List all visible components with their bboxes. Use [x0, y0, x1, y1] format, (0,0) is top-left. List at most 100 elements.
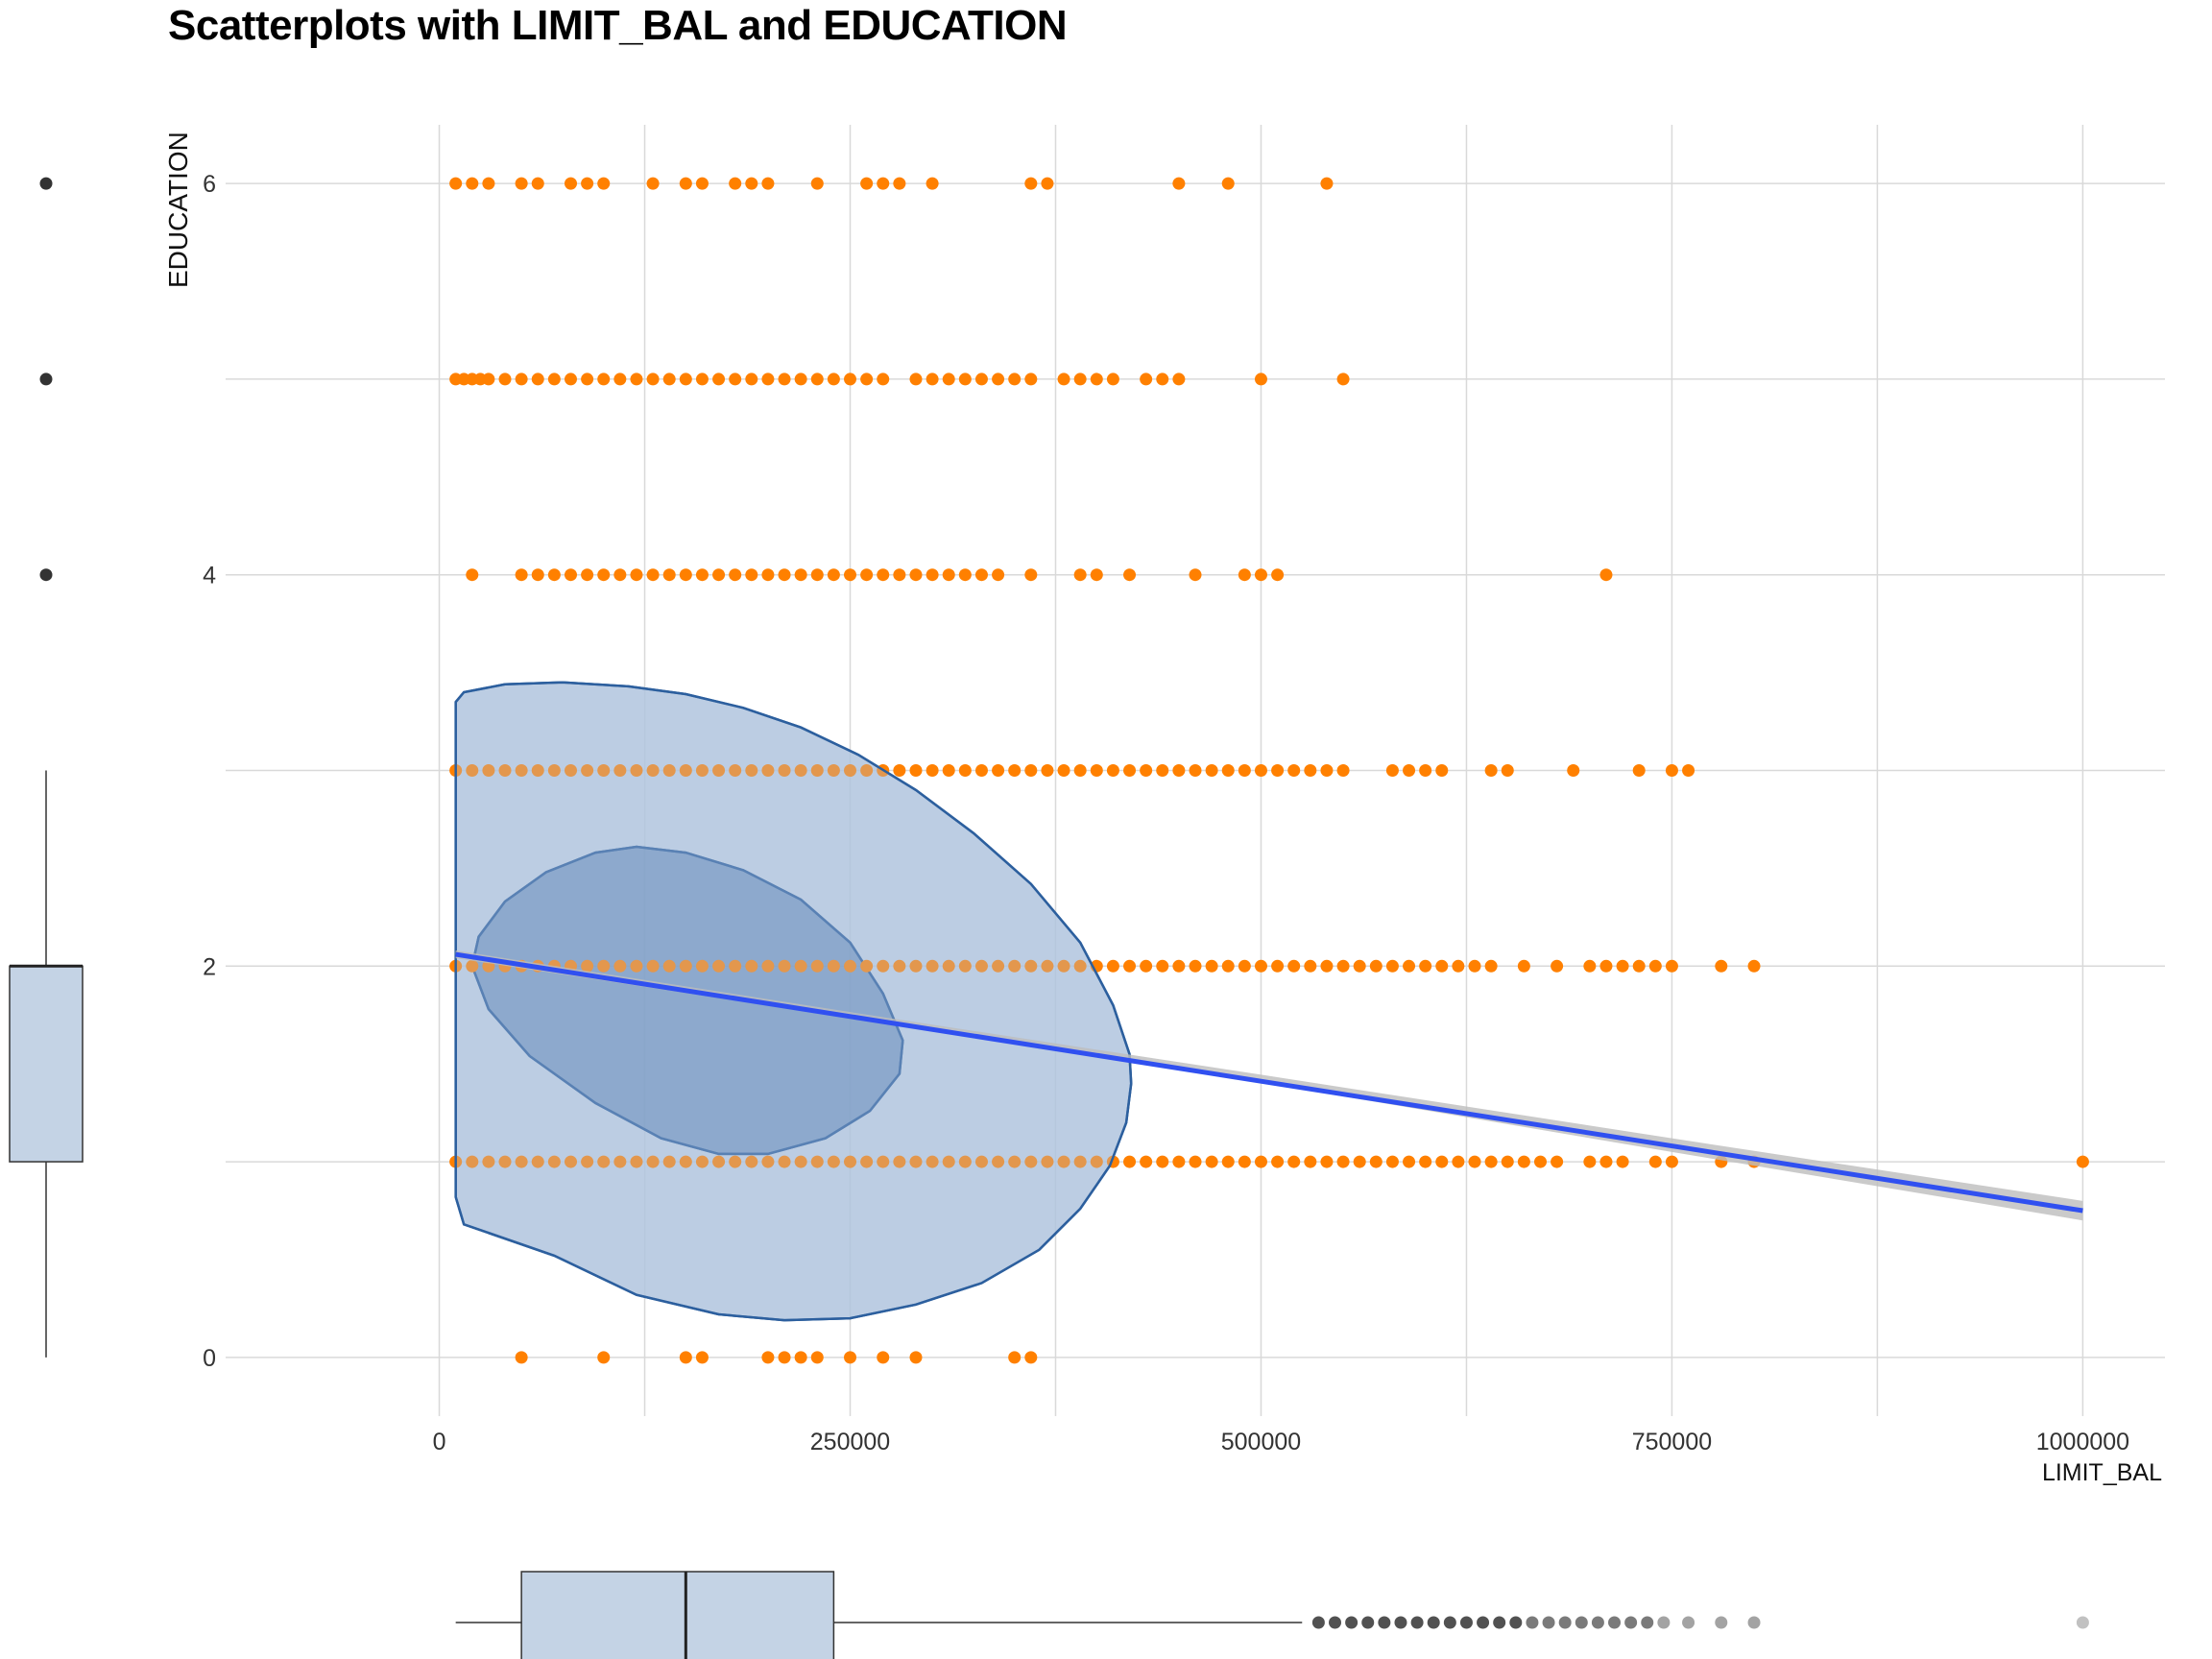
data-point-y2-62 — [1468, 959, 1481, 973]
data-point-y3-36 — [1041, 764, 1054, 777]
data-point-y2-15 — [695, 959, 709, 973]
data-point-y1-14 — [679, 1155, 692, 1168]
data-point-y2-72 — [1715, 959, 1728, 973]
y-axis-label: EDUCATION — [163, 132, 193, 288]
data-point-y3-29 — [926, 764, 939, 777]
data-point-y2-56 — [1369, 959, 1382, 973]
data-point-y1-44 — [1172, 1155, 1186, 1168]
data-point-y0-7 — [810, 1351, 824, 1364]
data-point-y1-16 — [712, 1155, 726, 1168]
data-point-y1-52 — [1304, 1155, 1317, 1168]
box-x-outlier-11 — [1493, 1616, 1506, 1629]
data-point-y1-37 — [1057, 1155, 1070, 1168]
data-point-y3-46 — [1205, 764, 1218, 777]
data-point-y2-51 — [1287, 959, 1301, 973]
data-point-y5-44 — [1254, 373, 1267, 386]
data-point-y2-73 — [1747, 959, 1761, 973]
data-point-y3-11 — [630, 764, 643, 777]
data-point-y6-10 — [695, 177, 709, 190]
regression-line — [455, 951, 2083, 1214]
data-point-y2-61 — [1452, 959, 1465, 973]
data-point-y6-22 — [1221, 177, 1235, 190]
data-point-y2-9 — [597, 959, 611, 973]
data-point-y1-6 — [547, 1155, 561, 1168]
box-x-outlier-2 — [1345, 1616, 1358, 1629]
data-point-y5-12 — [613, 373, 627, 386]
data-point-y2-68 — [1616, 959, 1629, 973]
data-point-y1-45 — [1189, 1155, 1202, 1168]
data-point-y2-17 — [729, 959, 742, 973]
box-x-outlier-0 — [1311, 1616, 1325, 1629]
box-x-outlier-5 — [1394, 1616, 1407, 1629]
data-point-y3-64 — [1682, 764, 1695, 777]
marginal-boxplot-x — [455, 1571, 2089, 1659]
data-point-y1-31 — [958, 1155, 972, 1168]
data-point-y3-32 — [974, 764, 988, 777]
data-point-y3-42 — [1140, 764, 1153, 777]
data-point-y4-39 — [1599, 568, 1613, 582]
data-point-y2-11 — [630, 959, 643, 973]
data-point-y2-55 — [1353, 959, 1366, 973]
box-x-outlier-15 — [1558, 1616, 1572, 1629]
data-point-y4-14 — [729, 568, 742, 582]
data-point-y5-42 — [1156, 373, 1169, 386]
data-point-y5-13 — [630, 373, 643, 386]
x-tick-label-1: 250000 — [810, 1429, 890, 1455]
data-point-y5-19 — [729, 373, 742, 386]
data-point-y1-19 — [761, 1155, 775, 1168]
data-point-y2-46 — [1205, 959, 1218, 973]
data-point-y1-26 — [877, 1155, 890, 1168]
data-point-y2-33 — [992, 959, 1005, 973]
data-point-y3-35 — [1024, 764, 1038, 777]
data-point-y5-33 — [974, 373, 988, 386]
data-point-y1-3 — [498, 1155, 512, 1168]
data-point-y3-28 — [909, 764, 923, 777]
data-point-y1-53 — [1320, 1155, 1334, 1168]
box-x-outlier-18 — [1608, 1616, 1622, 1629]
data-point-y6-19 — [1024, 177, 1038, 190]
data-point-y4-31 — [1024, 568, 1038, 582]
data-point-y5-20 — [745, 373, 758, 386]
data-point-y5-5 — [498, 373, 512, 386]
box-x-outlier-22 — [1682, 1616, 1695, 1629]
x-axis-ticks: 0 250000 500000 750000 1000000 — [433, 1429, 2129, 1455]
data-point-y5-26 — [844, 373, 857, 386]
data-point-y5-30 — [926, 373, 939, 386]
data-point-y1-71 — [1648, 1155, 1662, 1168]
box-x-outlier-16 — [1575, 1616, 1588, 1629]
data-point-y4-30 — [992, 568, 1005, 582]
data-point-y1-28 — [909, 1155, 923, 1168]
data-point-y3-5 — [531, 764, 544, 777]
marginal-boxplot-y — [9, 177, 84, 1358]
data-point-y2-59 — [1419, 959, 1432, 973]
data-point-y3-45 — [1189, 764, 1202, 777]
data-point-y0-8 — [844, 1351, 857, 1364]
data-point-y1-61 — [1452, 1155, 1465, 1168]
density-contour-outer-overlay — [454, 681, 1133, 1322]
x-tick-label-3: 750000 — [1632, 1429, 1712, 1455]
data-point-y2-53 — [1320, 959, 1334, 973]
data-point-y2-31 — [958, 959, 972, 973]
data-point-y2-8 — [581, 959, 594, 973]
data-point-y4-15 — [745, 568, 758, 582]
data-point-y6-5 — [564, 177, 577, 190]
data-point-y1-49 — [1254, 1155, 1267, 1168]
data-point-y2-67 — [1599, 959, 1613, 973]
data-point-y3-27 — [893, 764, 906, 777]
data-point-y3-6 — [547, 764, 561, 777]
box-x-outlier-17 — [1591, 1616, 1604, 1629]
data-point-y0-5 — [778, 1351, 791, 1364]
data-point-y1-21 — [794, 1155, 807, 1168]
box-x-outlier-1 — [1329, 1616, 1342, 1629]
x-tick-label-4: 1000000 — [2036, 1429, 2129, 1455]
data-point-y3-47 — [1221, 764, 1235, 777]
data-point-y2-66 — [1583, 959, 1597, 973]
data-point-y1-38 — [1073, 1155, 1087, 1168]
data-point-y4-7 — [613, 568, 627, 582]
data-point-y1-33 — [992, 1155, 1005, 1168]
data-point-y1-22 — [810, 1155, 824, 1168]
data-point-y4-23 — [877, 568, 890, 582]
data-point-y4-32 — [1073, 568, 1087, 582]
data-point-y5-8 — [547, 373, 561, 386]
box-x-outlier-7 — [1427, 1616, 1440, 1629]
